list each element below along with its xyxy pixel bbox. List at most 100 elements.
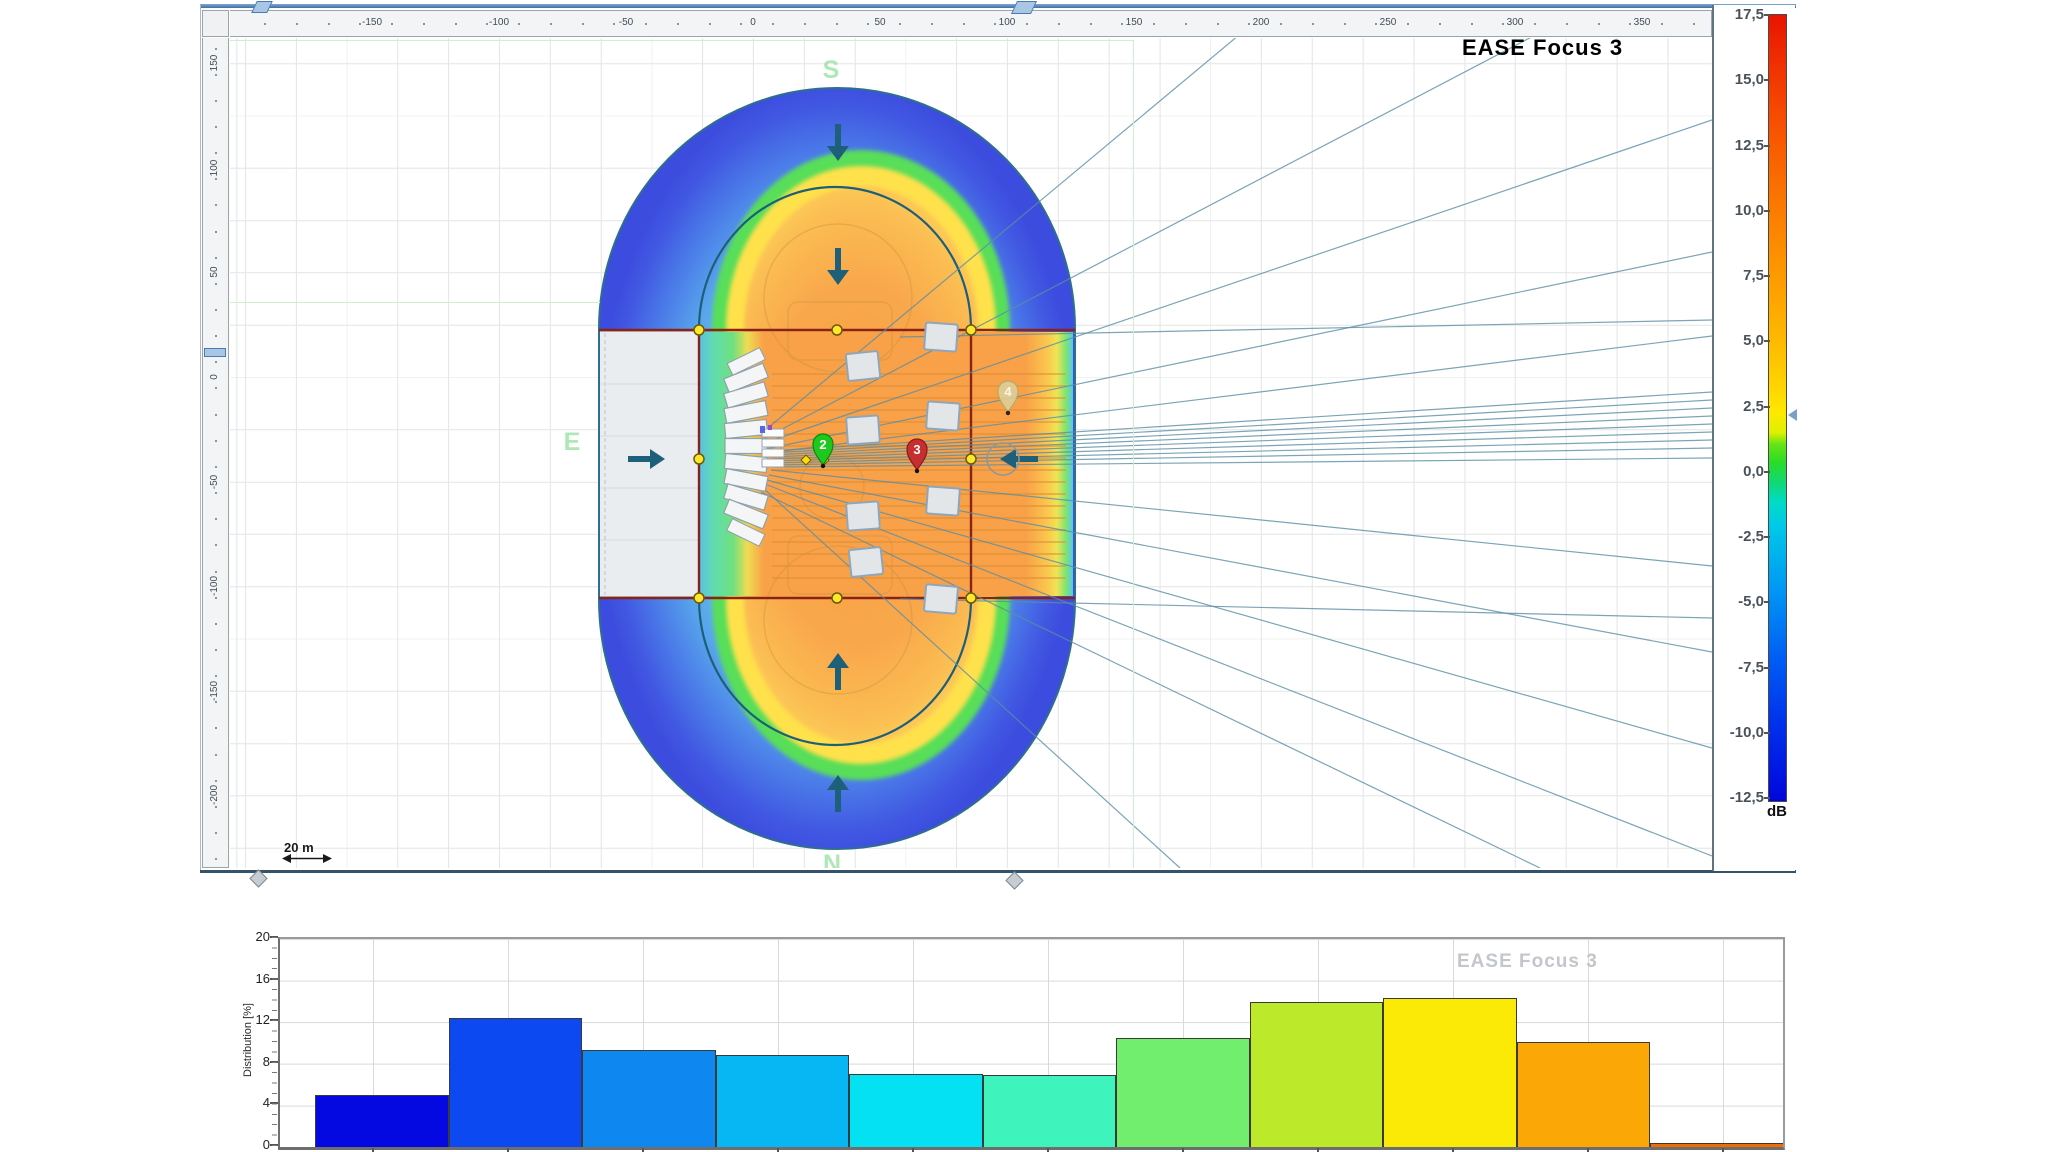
sub-stack[interactable] bbox=[760, 425, 785, 468]
area-handles[interactable] bbox=[693, 324, 977, 604]
histogram-x-tick bbox=[1452, 1148, 1454, 1152]
delay-speaker[interactable] bbox=[925, 400, 961, 432]
compass-bottom: N bbox=[823, 850, 841, 868]
ruler-tick-label: -100 bbox=[488, 17, 510, 28]
aim-line bbox=[762, 38, 1237, 433]
ruler-tick bbox=[645, 23, 648, 25]
colorbar-tick bbox=[1764, 405, 1770, 408]
ruler-tick bbox=[215, 518, 217, 521]
arrow-up-outer bbox=[827, 775, 849, 812]
ruler-tick bbox=[215, 779, 217, 782]
ruler-tick-label: 0 bbox=[750, 17, 756, 28]
aim-line bbox=[769, 391, 1712, 452]
ruler-tick bbox=[930, 23, 933, 25]
area-handle[interactable] bbox=[693, 592, 705, 604]
ruler-tick bbox=[1661, 23, 1664, 25]
ruler-tick bbox=[772, 23, 775, 25]
array-cabinet[interactable] bbox=[722, 483, 770, 511]
ruler-position-marker[interactable] bbox=[204, 348, 226, 357]
source-pin-2[interactable]: 2 bbox=[812, 433, 834, 469]
array-cabinet[interactable] bbox=[722, 362, 770, 394]
ruler-tick bbox=[215, 648, 217, 651]
ruler-tick bbox=[740, 23, 743, 25]
delay-speakers[interactable] bbox=[844, 321, 961, 615]
stage-area[interactable] bbox=[599, 330, 700, 598]
delay-speaker[interactable] bbox=[923, 583, 959, 615]
compass-left: E bbox=[564, 428, 581, 456]
source-pin-3[interactable]: 3 bbox=[906, 438, 928, 474]
aim-line bbox=[899, 598, 1712, 619]
array-cabinet[interactable] bbox=[724, 437, 768, 455]
ruler-tick bbox=[1565, 23, 1568, 25]
colorbar-tick-label: 17,5 bbox=[1734, 6, 1764, 23]
listener-circle[interactable] bbox=[986, 442, 1020, 476]
venue-grid-line bbox=[230, 40, 1133, 41]
delay-speaker[interactable] bbox=[844, 350, 882, 382]
source-pin-4[interactable]: 4 bbox=[997, 380, 1019, 416]
ruler-tick bbox=[215, 832, 217, 834]
ruler-tick-label: 300 bbox=[1506, 17, 1524, 28]
delay-speaker[interactable] bbox=[925, 485, 961, 517]
aim-line bbox=[772, 439, 1712, 464]
array-cabinet[interactable] bbox=[722, 498, 770, 530]
histogram-bar bbox=[448, 1018, 583, 1147]
ruler-vertical[interactable]: 150 100 50 0 -50 -100 -150 -200 bbox=[202, 38, 229, 868]
colorbar-marker[interactable] bbox=[1788, 409, 1797, 421]
pin-tip-dot bbox=[914, 468, 920, 474]
ruler-tick-label: 50 bbox=[209, 266, 220, 278]
colorbar-tick bbox=[1764, 731, 1770, 734]
colorbar[interactable] bbox=[1768, 14, 1787, 802]
histogram-y-tick-label: 4 bbox=[262, 1095, 270, 1111]
area-handle[interactable] bbox=[831, 324, 843, 336]
ruler-tick bbox=[215, 544, 217, 547]
array-cabinet[interactable] bbox=[723, 418, 769, 440]
area-handle[interactable] bbox=[965, 453, 977, 465]
area-handle[interactable] bbox=[693, 453, 705, 465]
area-handle[interactable] bbox=[831, 592, 843, 604]
ruler-tick bbox=[215, 47, 217, 50]
ruler-tick bbox=[1407, 23, 1410, 25]
map-canvas[interactable]: 2 3 4 S E N 20 m bbox=[230, 38, 1712, 868]
colorbar-tick bbox=[1764, 144, 1770, 147]
ruler-tick bbox=[835, 23, 838, 25]
ruler-tick bbox=[215, 125, 217, 128]
delay-speaker[interactable] bbox=[847, 546, 885, 578]
array-cabinet[interactable] bbox=[722, 381, 770, 409]
scale-arrow-left bbox=[282, 854, 291, 863]
ruler-horizontal[interactable]: -150 -100 -50 0 50 100 150 200 250 300 350 bbox=[230, 10, 1712, 37]
window-top-edge bbox=[200, 4, 1796, 8]
aim-line bbox=[773, 457, 1712, 468]
ruler-tick bbox=[422, 23, 425, 25]
ruler-tick bbox=[1248, 23, 1251, 25]
selection-handle-bottom[interactable] bbox=[1005, 871, 1024, 890]
histogram-x-tick bbox=[507, 1148, 509, 1152]
aim-line bbox=[770, 469, 1712, 567]
histogram-bar bbox=[315, 1095, 449, 1147]
array-cabinet[interactable] bbox=[723, 467, 769, 493]
area-handle[interactable] bbox=[693, 324, 705, 336]
inner-track-outline[interactable] bbox=[697, 185, 973, 747]
histogram-x-tick bbox=[777, 1148, 779, 1152]
arrow-right-stage bbox=[628, 449, 665, 469]
ruler-tick bbox=[215, 99, 217, 102]
delay-speaker[interactable] bbox=[845, 500, 881, 532]
histogram-y-tick-label: 16 bbox=[255, 970, 270, 986]
stack-accent-purple bbox=[768, 425, 772, 430]
main-array-stack[interactable] bbox=[722, 347, 770, 547]
array-cabinet[interactable] bbox=[723, 399, 769, 425]
histogram-y-tick-label: 20 bbox=[255, 929, 270, 944]
delay-speaker[interactable] bbox=[923, 321, 959, 353]
area-handle[interactable] bbox=[965, 324, 977, 336]
colorbar-tick-label: 15,0 bbox=[1734, 71, 1764, 89]
colorbar-tick bbox=[1764, 797, 1770, 799]
histogram-x-tick bbox=[1722, 1148, 1724, 1152]
ruler-tick bbox=[1280, 23, 1283, 25]
spl-heatmap bbox=[599, 88, 1075, 849]
ruler-tick bbox=[1184, 23, 1187, 25]
delay-speaker[interactable] bbox=[845, 414, 881, 446]
venue-outline[interactable] bbox=[598, 87, 1076, 850]
colorbar-tick bbox=[1764, 536, 1770, 538]
area-handle[interactable] bbox=[965, 592, 977, 604]
ruler-tick-label: 100 bbox=[998, 17, 1016, 28]
